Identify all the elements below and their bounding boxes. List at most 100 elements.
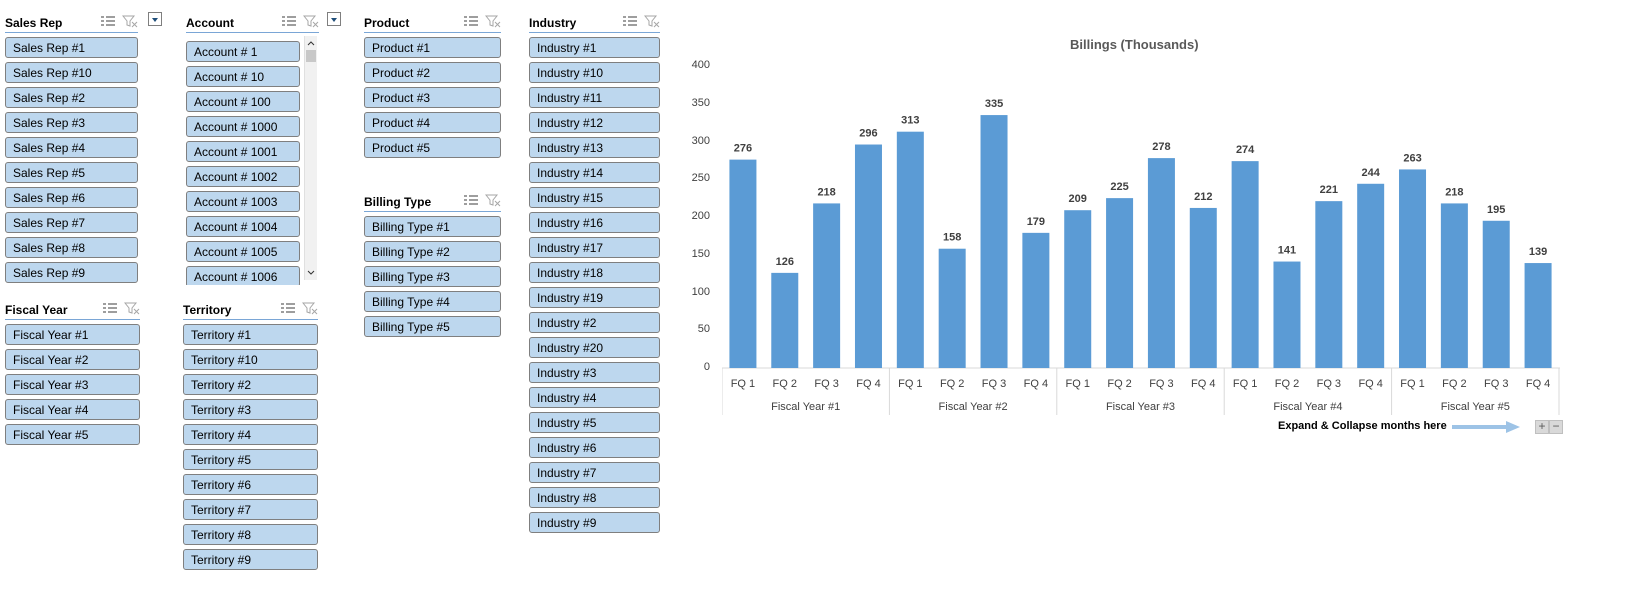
- slicer-item[interactable]: Product #4: [364, 112, 501, 133]
- slicer-item[interactable]: Industry #13: [529, 137, 660, 158]
- slicer-item[interactable]: Industry #7: [529, 462, 660, 483]
- slicer-item[interactable]: Account # 1004: [186, 216, 300, 237]
- slicer-item[interactable]: Account # 1003: [186, 191, 300, 212]
- slicer-title: Territory: [183, 303, 232, 317]
- x-tick-label: FQ 2: [1107, 378, 1131, 390]
- group-label: Fiscal Year #2: [939, 401, 1008, 413]
- expand-button[interactable]: +: [1535, 420, 1549, 434]
- slicer-item[interactable]: Industry #8: [529, 487, 660, 508]
- clear-filter-icon[interactable]: [485, 14, 501, 28]
- slicer-item[interactable]: Territory #4: [183, 424, 318, 445]
- slicer-item[interactable]: Sales Rep #5: [5, 162, 138, 183]
- slicer-item[interactable]: Sales Rep #8: [5, 237, 138, 258]
- slicer-item[interactable]: Product #1: [364, 37, 501, 58]
- slicer-item[interactable]: Industry #5: [529, 412, 660, 433]
- slicer-item[interactable]: Billing Type #1: [364, 216, 501, 237]
- clear-filter-icon[interactable]: [485, 193, 501, 207]
- y-tick-label: 50: [697, 323, 710, 336]
- slicer-header: Territory: [183, 297, 318, 320]
- slicer-item[interactable]: Territory #8: [183, 524, 318, 545]
- slicer-item[interactable]: Sales Rep #1: [5, 37, 138, 58]
- multi-select-icon[interactable]: [100, 14, 116, 28]
- slicer-product: Product Product #1 Product #2 Product #3 Pr…: [364, 10, 501, 162]
- slicer-item[interactable]: Fiscal Year #3: [5, 374, 140, 395]
- slicer-item[interactable]: Account # 1000: [186, 116, 300, 137]
- scrollbar[interactable]: [304, 36, 317, 280]
- multi-select-icon[interactable]: [622, 14, 638, 28]
- slicer-item[interactable]: Sales Rep #9: [5, 262, 138, 283]
- slicer-item[interactable]: Industry #1: [529, 37, 660, 58]
- slicer-item[interactable]: Territory #9: [183, 549, 318, 570]
- slicer-item[interactable]: Territory #2: [183, 374, 318, 395]
- slicer-item[interactable]: Billing Type #3: [364, 266, 501, 287]
- slicer-item[interactable]: Account # 100: [186, 91, 300, 112]
- slicer-item[interactable]: Billing Type #5: [364, 316, 501, 337]
- slicer-item[interactable]: Account # 1005: [186, 241, 300, 262]
- group-label: Fiscal Year #4: [1273, 401, 1342, 413]
- slicer-item[interactable]: Fiscal Year #5: [5, 424, 140, 445]
- expand-collapse-note: Expand & Collapse months here: [1278, 420, 1447, 432]
- dropdown-icon[interactable]: [148, 12, 162, 26]
- multi-select-icon[interactable]: [463, 14, 479, 28]
- slicer-item[interactable]: Industry #15: [529, 187, 660, 208]
- slicer-item[interactable]: Industry #10: [529, 62, 660, 83]
- slicer-item[interactable]: Industry #17: [529, 237, 660, 258]
- group-label: Fiscal Year #1: [771, 401, 840, 413]
- data-label: 244: [1361, 167, 1380, 179]
- slicer-item[interactable]: Industry #6: [529, 437, 660, 458]
- slicer-item[interactable]: Industry #4: [529, 387, 660, 408]
- x-tick-label: FQ 1: [898, 378, 922, 390]
- slicer-item[interactable]: Industry #14: [529, 162, 660, 183]
- slicer-item[interactable]: Sales Rep #2: [5, 87, 138, 108]
- slicer-item[interactable]: Territory #1: [183, 324, 318, 345]
- clear-filter-icon[interactable]: [124, 301, 140, 315]
- slicer-item[interactable]: Sales Rep #4: [5, 137, 138, 158]
- data-label: 212: [1194, 191, 1212, 203]
- slicer-item[interactable]: Product #2: [364, 62, 501, 83]
- y-tick-label: 400: [691, 59, 710, 71]
- slicer-item[interactable]: Industry #3: [529, 362, 660, 383]
- slicer-item[interactable]: Territory #3: [183, 399, 318, 420]
- dropdown-icon[interactable]: [327, 12, 341, 26]
- slicer-item[interactable]: Account # 1006: [186, 266, 300, 285]
- slicer-item[interactable]: Fiscal Year #2: [5, 349, 140, 370]
- slicer-item[interactable]: Industry #2: [529, 312, 660, 333]
- multi-select-icon[interactable]: [281, 14, 297, 28]
- clear-filter-icon[interactable]: [644, 14, 660, 28]
- clear-filter-icon[interactable]: [303, 14, 319, 28]
- slicer-item[interactable]: Industry #11: [529, 87, 660, 108]
- multi-select-icon[interactable]: [102, 301, 118, 315]
- slicer-item[interactable]: Territory #7: [183, 499, 318, 520]
- slicer-item[interactable]: Industry #9: [529, 512, 660, 533]
- multi-select-icon[interactable]: [463, 193, 479, 207]
- slicer-item[interactable]: Fiscal Year #1: [5, 324, 140, 345]
- slicer-item[interactable]: Sales Rep #7: [5, 212, 138, 233]
- slicer-item[interactable]: Account # 1001: [186, 141, 300, 162]
- slicer-item[interactable]: Fiscal Year #4: [5, 399, 140, 420]
- slicer-item[interactable]: Account # 1002: [186, 166, 300, 187]
- slicer-item[interactable]: Product #5: [364, 137, 501, 158]
- slicer-item[interactable]: Billing Type #2: [364, 241, 501, 262]
- slicer-item[interactable]: Industry #20: [529, 337, 660, 358]
- slicer-item[interactable]: Sales Rep #6: [5, 187, 138, 208]
- slicer-item[interactable]: Industry #12: [529, 112, 660, 133]
- slicer-item[interactable]: Sales Rep #10: [5, 62, 138, 83]
- slicer-item[interactable]: Sales Rep #3: [5, 112, 138, 133]
- clear-filter-icon[interactable]: [302, 301, 318, 315]
- slicer-items: Sales Rep #1 Sales Rep #10 Sales Rep #2 Sal…: [5, 37, 138, 283]
- slicer-item[interactable]: Industry #18: [529, 262, 660, 283]
- multi-select-icon[interactable]: [280, 301, 296, 315]
- slicer-item[interactable]: Industry #19: [529, 287, 660, 308]
- slicer-item[interactable]: Territory #10: [183, 349, 318, 370]
- x-tick-label: FQ 1: [1065, 378, 1089, 390]
- slicer-title: Product: [364, 16, 410, 30]
- slicer-item[interactable]: Territory #6: [183, 474, 318, 495]
- slicer-item[interactable]: Territory #5: [183, 449, 318, 470]
- slicer-item[interactable]: Product #3: [364, 87, 501, 108]
- slicer-item[interactable]: Account # 1: [186, 41, 300, 62]
- slicer-item[interactable]: Industry #16: [529, 212, 660, 233]
- clear-filter-icon[interactable]: [122, 14, 138, 28]
- slicer-item[interactable]: Billing Type #4: [364, 291, 501, 312]
- collapse-button[interactable]: −: [1549, 420, 1563, 434]
- slicer-item[interactable]: Account # 10: [186, 66, 300, 87]
